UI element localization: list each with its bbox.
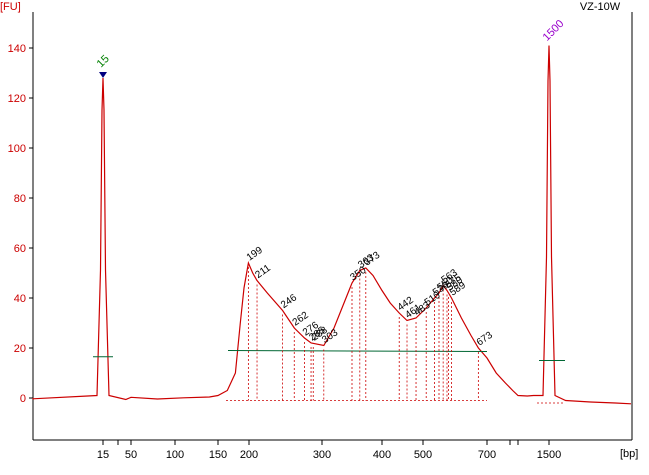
y-tick-label: 60	[14, 243, 26, 255]
peak-label: 246	[279, 292, 299, 311]
y-tick-label: 80	[14, 193, 26, 205]
smear-baseline	[227, 350, 488, 352]
sample-name: VZ-10W	[579, 1, 621, 13]
peak-labels: 1992112462622762852883033503633734424614…	[95, 18, 567, 349]
upper-marker-label: 1500	[541, 18, 567, 44]
x-tick-label: 100	[166, 449, 184, 461]
x-tick-label: 200	[240, 449, 258, 461]
x-tick-label: 1500	[537, 449, 561, 461]
y-tick-label: 100	[8, 143, 26, 155]
chart-axes: 0 20 40 60 80 100 120 140 15 50 100 150 200 300 400 500…	[8, 12, 633, 461]
x-tick-label: 500	[414, 449, 432, 461]
peak-label: 673	[475, 330, 495, 349]
lower-marker-triangle-icon	[99, 72, 107, 78]
x-tick-label: 15	[97, 449, 109, 461]
electropherogram-trace	[32, 45, 632, 405]
y-tick-label: 40	[14, 293, 26, 305]
x-tick-label: 400	[373, 449, 391, 461]
x-tick-label: 300	[313, 449, 331, 461]
x-axis-unit-label: [bp]	[620, 448, 639, 460]
y-tick-label: 140	[8, 43, 26, 55]
y-tick-label: 0	[20, 393, 26, 405]
y-tick-label: 20	[14, 343, 26, 355]
peak-label: 199	[245, 245, 265, 264]
x-tick-label: 700	[478, 449, 496, 461]
y-tick-label: 120	[8, 93, 26, 105]
trace-layer	[32, 45, 632, 405]
x-tick-label: 50	[125, 449, 137, 461]
lower-marker-label: 15	[95, 53, 112, 70]
y-axis-unit-label: [FU]	[0, 1, 21, 13]
peak-label: 211	[253, 263, 273, 281]
x-tick-label: 150	[209, 449, 227, 461]
